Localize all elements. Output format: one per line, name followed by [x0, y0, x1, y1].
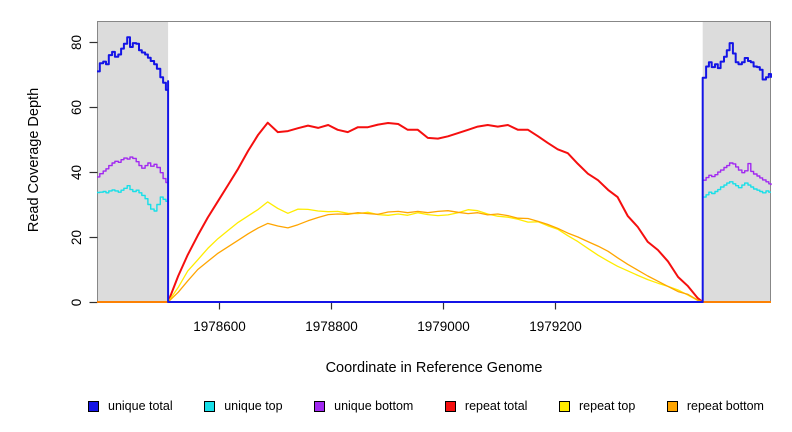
series-line-repeat-total — [97, 121, 771, 303]
x-axis-title: Coordinate in Reference Genome — [325, 360, 543, 376]
y-axis-title: Read Coverage Depth — [26, 87, 42, 233]
legend-swatch — [88, 400, 99, 412]
series-line-unique-top — [97, 181, 771, 303]
legend-swatch — [444, 400, 456, 412]
y-tick-label: 80 — [69, 35, 84, 50]
legend: unique total unique top unique bottom repea… — [88, 399, 764, 413]
repeat-boundary-shading — [97, 21, 169, 302]
legend-swatch — [559, 400, 570, 412]
legend-swatch — [204, 400, 216, 412]
x-tick-label: 1978800 — [305, 319, 358, 334]
x-tick-label: 1979200 — [529, 319, 582, 334]
legend-item-repeat-total: repeat total — [444, 399, 528, 413]
legend-label: repeat top — [579, 399, 636, 413]
legend-item-repeat-bottom: repeat bottom — [666, 399, 764, 413]
legend-label: repeat bottom — [686, 399, 764, 413]
legend-item-repeat-top: repeat top — [559, 399, 635, 413]
legend-label: unique total — [108, 399, 173, 413]
legend-label: repeat total — [464, 399, 528, 413]
y-tick-label: 40 — [69, 165, 84, 180]
legend-swatch — [314, 400, 326, 412]
chart-canvas: 1978600 1978800 1979000 1979200 0 20 40 60 80 — [69, 21, 772, 334]
series-line-repeat-bottom — [97, 210, 771, 303]
legend-item-unique-total: unique total — [88, 399, 173, 413]
legend-label: unique bottom — [334, 399, 414, 413]
y-tick-label: 0 — [69, 299, 84, 307]
legend-label: unique top — [224, 399, 283, 413]
legend-item-unique-top: unique top — [204, 399, 283, 413]
series-line-unique-bottom — [97, 156, 772, 303]
series-line-repeat-top — [97, 201, 771, 303]
series-line-unique-total — [97, 36, 772, 303]
legend-item-unique-bottom: unique bottom — [314, 399, 413, 413]
x-tick-label: 1979000 — [417, 319, 470, 334]
y-tick-label: 20 — [69, 230, 84, 245]
x-tick-label: 1978600 — [193, 319, 246, 334]
y-tick-label: 60 — [69, 100, 84, 115]
legend-swatch — [666, 400, 678, 412]
